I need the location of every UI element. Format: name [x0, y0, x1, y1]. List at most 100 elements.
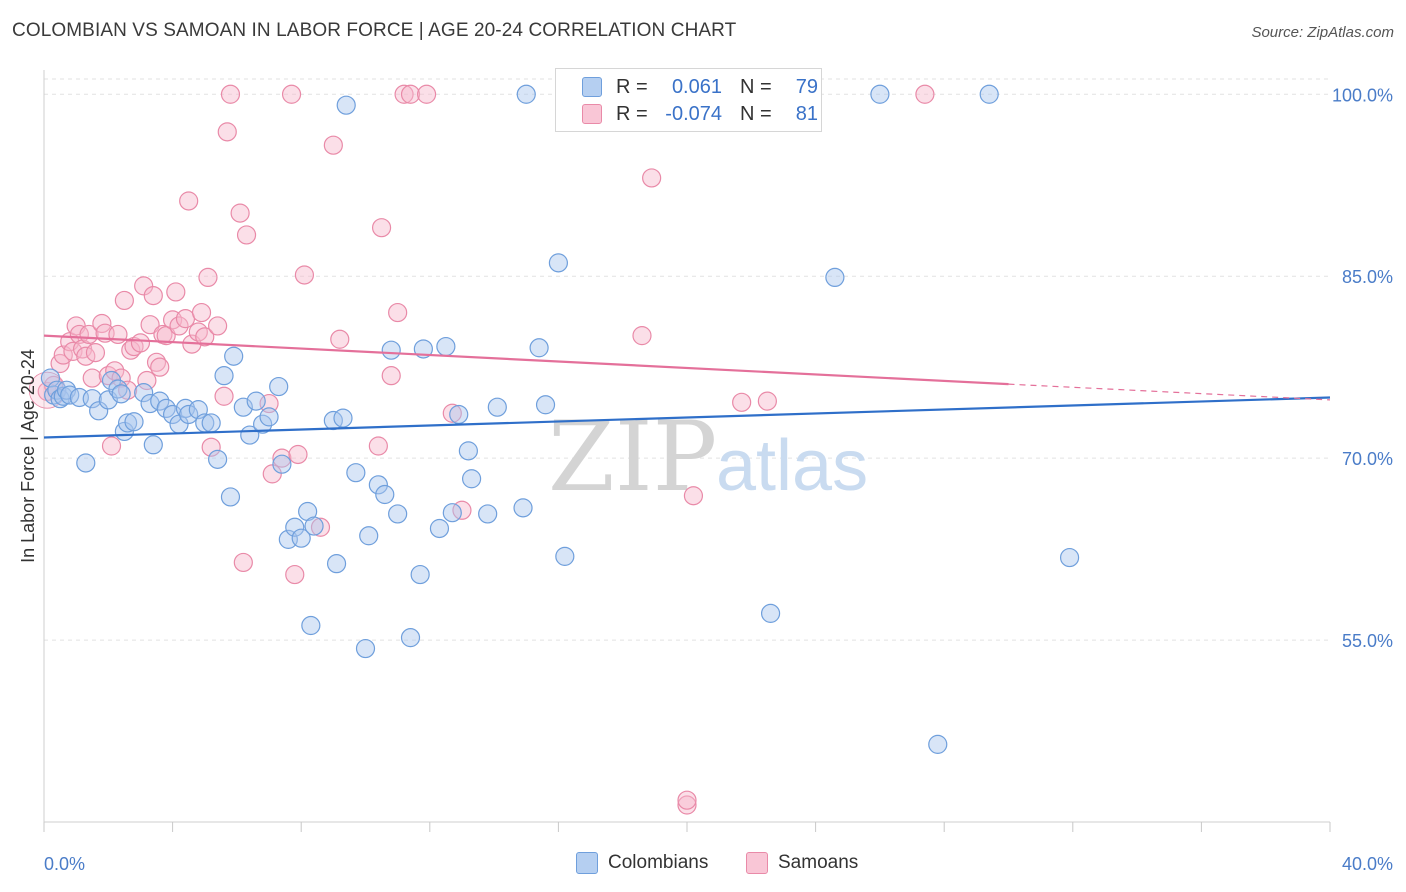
- r-label: R =: [616, 102, 648, 125]
- samoan-point: [169, 316, 189, 336]
- r-label: R =: [616, 75, 648, 98]
- colombian-point: [150, 391, 170, 411]
- samoan-point: [175, 309, 196, 329]
- samoans-swatch: [746, 852, 768, 874]
- colombian-point: [458, 441, 478, 461]
- colombian-point: [410, 564, 430, 585]
- chart-title: COLOMBIAN VS SAMOAN IN LABOR FORCE | AGE…: [12, 20, 737, 41]
- samoan-point: [310, 517, 331, 537]
- colombian-point: [304, 516, 324, 536]
- colombian-point: [359, 526, 379, 546]
- samoan-point: [82, 368, 102, 388]
- n-label: N =: [740, 75, 772, 98]
- samoan-point: [117, 380, 138, 400]
- colombian-point: [375, 484, 395, 505]
- samoan-point: [233, 552, 253, 573]
- colombian-point: [442, 503, 462, 523]
- samoan-point: [281, 84, 302, 104]
- samoan-point: [140, 315, 160, 335]
- colombian-point: [760, 603, 781, 623]
- y-axis-title: In Labor Force | Age 20-24: [18, 349, 38, 563]
- samoan-point: [330, 329, 350, 349]
- samoan-point: [732, 392, 752, 412]
- samoan-point: [179, 191, 199, 211]
- samoan-point: [262, 464, 282, 484]
- samoan-point: [214, 386, 234, 406]
- samoan-point: [150, 357, 170, 377]
- colombian-point: [326, 554, 347, 574]
- samoan-point: [323, 135, 343, 155]
- y-tick-label: 55.0%: [1342, 631, 1393, 651]
- colombian-point: [429, 518, 450, 539]
- samoan-point: [677, 790, 697, 810]
- samoans-swatch: [582, 104, 602, 124]
- legend-label: Samoans: [778, 852, 859, 873]
- colombian-point: [214, 366, 234, 386]
- colombians-swatch: [576, 852, 598, 874]
- colombian-point: [516, 84, 536, 104]
- colombians-swatch: [582, 77, 602, 97]
- colombian-point: [89, 401, 109, 421]
- samoan-point: [134, 276, 154, 296]
- legend-item-samoans: Samoans: [746, 852, 858, 874]
- samoan-point: [416, 84, 437, 104]
- colombian-point: [143, 435, 163, 455]
- colombian-point: [272, 454, 292, 474]
- colombian-point: [529, 338, 549, 358]
- colombian-point: [53, 386, 73, 406]
- colombian-point: [461, 469, 482, 489]
- colombian-point: [285, 517, 305, 537]
- series-legend: Colombians Samoans: [0, 852, 1406, 876]
- samoan-point: [294, 265, 315, 285]
- trend-lines: [43, 334, 1331, 439]
- colombian-point: [400, 628, 421, 648]
- colombian-point: [291, 528, 311, 548]
- colombian-point: [246, 391, 266, 411]
- colombian-point: [381, 340, 401, 360]
- colombian-point: [333, 408, 353, 428]
- colombian-point: [201, 413, 221, 433]
- colombian-point: [134, 383, 154, 403]
- n-value: 81: [795, 102, 818, 125]
- colombian-point: [124, 412, 144, 432]
- colombian-point: [111, 384, 131, 404]
- samoan-point: [114, 290, 134, 311]
- samoan-point: [757, 391, 777, 411]
- colombian-point: [548, 253, 569, 273]
- colombian-point: [220, 487, 241, 507]
- x-tick-label: 40.0%: [1342, 854, 1393, 874]
- samoan-point: [121, 340, 141, 360]
- colombian-point: [269, 376, 289, 397]
- samoan-point: [230, 203, 250, 223]
- axis-labels: 55.0% 70.0% 85.0% 100.0% 0.0% 40.0% In Labor F…: [18, 85, 1393, 874]
- colombian-point: [870, 84, 890, 104]
- source-label: Source: ZipAtlas.com: [1251, 24, 1394, 41]
- samoan-point: [632, 326, 652, 346]
- samoan-point: [130, 333, 151, 353]
- colombian-point: [388, 504, 408, 524]
- samoan-point: [166, 282, 186, 302]
- legend-row-samoans: R = -0.074 N = 81: [582, 102, 818, 126]
- samoan-point: [191, 302, 212, 323]
- samoan-point: [208, 316, 228, 336]
- samoan-point: [220, 84, 241, 104]
- samoan-point: [198, 267, 218, 288]
- samoan-point: [85, 343, 106, 363]
- colombian-point: [436, 336, 456, 357]
- samoan-point: [400, 84, 421, 104]
- legend-item-colombians: Colombians: [576, 852, 708, 874]
- samoan-point: [217, 122, 237, 142]
- y-tick-label: 85.0%: [1342, 267, 1393, 287]
- y-tick-label: 70.0%: [1342, 449, 1393, 469]
- colombian-point: [76, 453, 96, 473]
- samoan-point: [236, 225, 257, 245]
- samoan-point: [195, 327, 215, 347]
- r-value: 0.061: [671, 75, 722, 98]
- colombian-point: [253, 414, 273, 434]
- samoan-point: [442, 403, 462, 423]
- samoan-point: [143, 286, 163, 306]
- colombian-point: [259, 407, 279, 427]
- colombian-point: [336, 95, 356, 115]
- samoan-point: [101, 436, 122, 456]
- samoan-point: [381, 366, 401, 386]
